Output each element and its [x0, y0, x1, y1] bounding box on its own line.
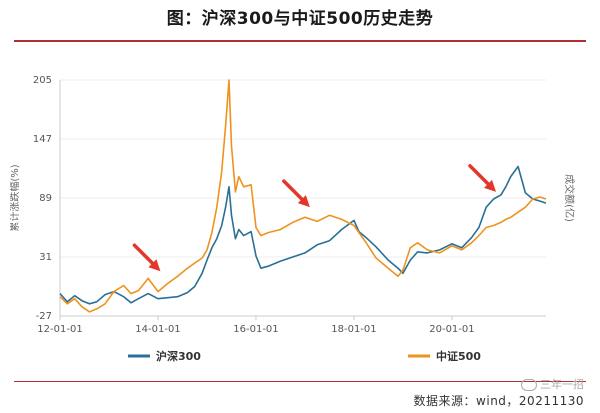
chart-panel: 205 147 89 31 -27 12-01-01 14-01-01 16-01-01 18…	[10, 66, 590, 374]
x-tick-label: 14-01-01	[135, 324, 180, 335]
x-tick-label: 12-01-01	[37, 324, 82, 335]
y-tick-labels: 205 147 89 31 -27	[33, 75, 52, 322]
x-tick-label: 18-01-01	[331, 324, 376, 335]
x-tick-label: 16-01-01	[233, 324, 278, 335]
legend-item-0: 沪深300	[128, 349, 201, 363]
y-axis-label-left: 累计涨跌幅(%)	[10, 164, 21, 231]
x-tick-label: 20-01-01	[429, 324, 474, 335]
wechat-icon	[521, 379, 537, 391]
series-lines	[59, 79, 547, 313]
y-tick-label: 31	[39, 252, 52, 263]
series-line-0	[59, 165, 547, 305]
series-line-1	[59, 79, 547, 313]
footer-rule	[14, 381, 586, 382]
chart-svg: 205 147 89 31 -27 12-01-01 14-01-01 16-01-01 18…	[10, 75, 576, 363]
legend-label: 沪深300	[156, 349, 201, 363]
legend: 沪深300 中证500	[128, 349, 481, 363]
y-tick-label: -27	[36, 311, 52, 322]
legend-item-1: 中证500	[408, 349, 481, 363]
chart-title: 图：沪深300与中证500历史走势	[166, 9, 434, 29]
x-tick-labels: 12-01-01 14-01-01 16-01-01 18-01-01 20-01-01	[37, 316, 475, 335]
title-rule	[14, 40, 586, 42]
source-note: 数据来源：wind，20211130	[413, 394, 584, 408]
annotation-arrow-1	[282, 179, 310, 208]
watermark-text: 三年一招	[540, 378, 584, 391]
y-axis-label-right: 成交额(亿)	[563, 174, 576, 222]
annotation-arrows	[132, 164, 497, 272]
y-tick-label: 205	[33, 75, 52, 86]
annotation-arrow-2	[468, 164, 497, 192]
y-tick-label: 89	[39, 193, 52, 204]
legend-label: 中证500	[436, 349, 481, 363]
watermark: 三年一招	[521, 376, 584, 392]
annotation-arrow-0	[132, 243, 161, 272]
y-tick-label: 147	[33, 134, 52, 145]
